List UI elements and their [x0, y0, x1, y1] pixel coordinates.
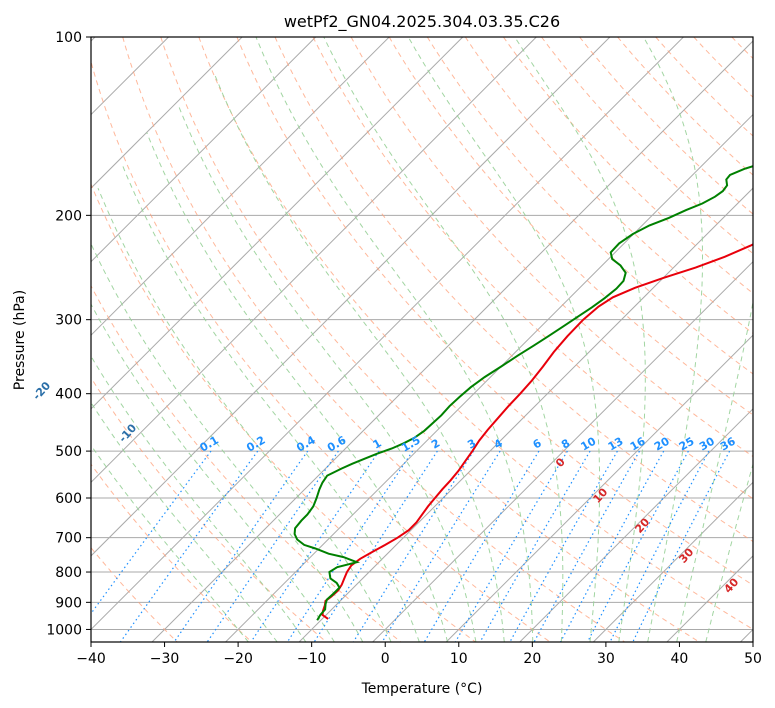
isotherm-line: [151, 40, 753, 642]
isotherm-line: [91, 37, 317, 263]
isotherm-line: [592, 481, 753, 642]
chart-title: wetPf2_GN04.2025.304.03.35.C26: [284, 12, 560, 32]
x-tick-label: −10: [297, 651, 327, 667]
x-tick-label: 40: [671, 651, 689, 667]
dry-adiabat-label: -20: [30, 379, 53, 403]
mixing-ratio-line: [381, 450, 501, 642]
isotherm-line: [91, 37, 537, 484]
moist-adiabat-line: [255, 37, 534, 642]
moist-adiabat-line: [323, 37, 564, 642]
dry-adiabat-line: [160, 37, 700, 642]
moist-adiabat-line: [91, 242, 364, 642]
isotherm-line: [91, 37, 611, 557]
moist-adiabat-line: [91, 355, 307, 642]
mixing-ratio-line: [119, 450, 259, 642]
mixing-ratio-line: [352, 450, 475, 642]
moist-adiabat-line: [213, 72, 505, 642]
mixing-ratio-line: [509, 450, 618, 642]
moist-adiabat-line: [407, 37, 601, 642]
y-tick-label: 700: [55, 531, 82, 547]
dry-adiabat-line: [236, 37, 753, 586]
isotherm-line: [91, 37, 390, 336]
dry-adiabat-line: [91, 284, 402, 642]
mixing-ratio-line: [586, 450, 689, 642]
dry-adiabat-line: [350, 37, 753, 458]
y-axis-label: Pressure (hPa): [12, 290, 28, 390]
isotherm-line: [298, 187, 753, 642]
dry-adiabat-line: [464, 37, 753, 334]
dry-adiabat-line: [122, 37, 625, 642]
y-tick-label: 400: [55, 387, 82, 403]
x-tick-label: −20: [223, 651, 253, 667]
plot-background: [91, 37, 753, 642]
dry-adiabat-line: [198, 37, 753, 630]
y-tick-label: 900: [55, 595, 82, 611]
isotherm-line: [91, 37, 243, 189]
x-tick-label: 10: [450, 651, 468, 667]
dry-adiabat-line: [91, 463, 253, 642]
dry-adiabat-line: [770, 37, 775, 642]
isotherm-line: [372, 260, 753, 642]
isotherm-line: [445, 334, 753, 642]
moist-adiabat-line: [177, 104, 477, 642]
y-tick-label: 500: [55, 444, 82, 460]
mixing-ratio-line: [173, 450, 309, 642]
x-tick-label: 50: [744, 651, 762, 667]
dry-adiabat-line: [617, 37, 753, 176]
dry-adiabat-line: [388, 37, 753, 416]
plot-frame: [90, 36, 754, 643]
moist-adiabat-line: [91, 303, 335, 642]
moist-adiabat-line: [514, 37, 646, 642]
x-tick-label: 20: [523, 651, 541, 667]
mixing-ratio-line: [559, 450, 665, 642]
y-tick-label: 300: [55, 313, 82, 329]
x-tick-label: 0: [381, 651, 390, 667]
x-tick-label: 30: [597, 651, 615, 667]
dry-adiabat-line: [502, 37, 753, 294]
mixing-ratio-line: [533, 450, 641, 642]
x-axis-label: Temperature (°C): [361, 681, 483, 697]
isotherm-line: [91, 37, 464, 410]
y-tick-label: 100: [55, 30, 82, 46]
axes-layer: −40 −30 −20 −10 0 10 20 30 40 50 100 200 300 400 500 60…: [46, 30, 762, 667]
dry-adiabat-line: [579, 37, 753, 215]
mixing-ratio-line: [423, 450, 540, 642]
y-tick-label: 600: [55, 491, 82, 507]
mixing-ratio-line: [609, 450, 710, 642]
dewpoint-profile: [293, 165, 753, 621]
series-layer: [293, 165, 753, 621]
dry-adiabat-line: [91, 59, 551, 642]
dry-adiabat-line: [426, 37, 753, 375]
mixing-ratio-line: [454, 450, 568, 642]
mixing-ratio-line: [479, 450, 591, 642]
isotherm-line: [225, 113, 753, 642]
isotherm-line: [519, 408, 753, 642]
moist-adiabat-line: [91, 401, 278, 642]
moist-adiabat-line: [97, 188, 392, 642]
moist-adiabat-line: [643, 37, 703, 642]
isotherm-line: [91, 37, 684, 631]
y-tick-label: 800: [55, 565, 82, 581]
x-tick-label: −40: [76, 651, 106, 667]
x-tick-label: −30: [150, 651, 180, 667]
mixing-ratio-line: [313, 450, 438, 642]
y-tick-label: 200: [55, 208, 82, 224]
y-tick-label: 1000: [46, 622, 82, 638]
